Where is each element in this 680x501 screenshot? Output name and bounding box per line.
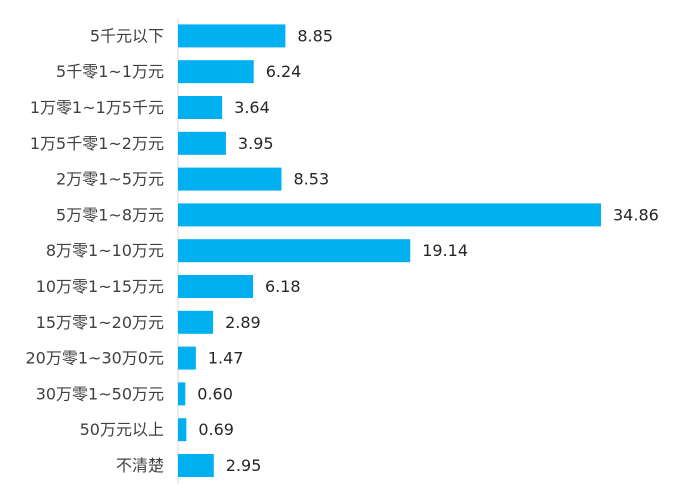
- value-label: 8.85: [297, 26, 333, 45]
- value-label: 3.64: [234, 98, 270, 117]
- bar: [178, 382, 186, 406]
- bar: [178, 60, 254, 84]
- value-label: 6.18: [265, 277, 301, 296]
- bars-group: [178, 24, 601, 477]
- category-labels-group: 5千元以下 5千零1~1万元 1万零1~1万5千元 1万5千零1~2万元 2万零1~5万…: [26, 26, 165, 475]
- bar: [178, 418, 187, 442]
- category-label: 2万零1~5万元: [56, 170, 164, 189]
- category-label: 20万零1~30万0元: [26, 349, 165, 368]
- category-label: 50万元以上: [80, 420, 164, 439]
- category-label: 1万5千零1~2万元: [30, 134, 164, 153]
- value-label: 19.14: [422, 241, 468, 260]
- category-label: 不清楚: [116, 456, 164, 475]
- value-labels-group: 8.85 6.24 3.64 3.95 8.53 34.86 19.14 6.182.89 1.…: [197, 26, 659, 475]
- value-label: 8.53: [294, 170, 330, 189]
- bar: [178, 96, 223, 119]
- category-label: 30万零1~50万元: [36, 384, 164, 403]
- category-label: 5万零1~8万元: [56, 205, 164, 224]
- value-label: 2.95: [226, 456, 262, 475]
- value-label: 3.95: [238, 134, 274, 153]
- value-label: 1.47: [208, 349, 244, 368]
- value-label: 34.86: [613, 205, 659, 224]
- value-label: 0.69: [198, 420, 234, 439]
- value-label: 6.24: [266, 62, 302, 81]
- category-label: 1万零1~1万5千元: [30, 98, 164, 117]
- category-label: 8万零1~10万元: [46, 241, 164, 260]
- bar: [178, 167, 282, 191]
- bar: [178, 24, 286, 48]
- category-label: 10万零1~15万元: [36, 277, 164, 296]
- bar: [178, 310, 214, 334]
- value-label: 0.60: [197, 384, 233, 403]
- bar: [178, 131, 226, 155]
- bar: [178, 454, 214, 477]
- bar: [178, 239, 411, 263]
- bar: [178, 203, 601, 227]
- category-label: 5千零1~1万元: [56, 62, 164, 81]
- category-label: 15万零1~20万元: [36, 313, 164, 332]
- category-label: 5千元以下: [90, 26, 164, 45]
- bar: [178, 275, 253, 298]
- value-label: 2.89: [225, 313, 261, 332]
- bar: [178, 346, 196, 370]
